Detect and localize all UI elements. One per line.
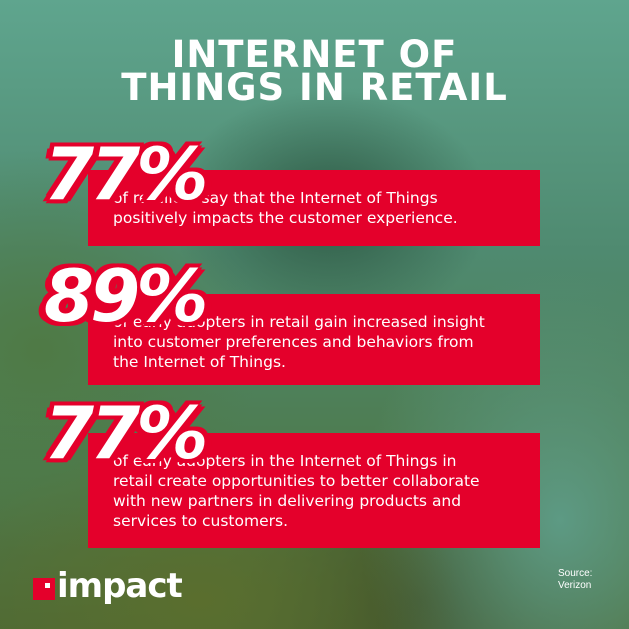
source-note: Source: Verizon [558, 568, 592, 592]
logo-mark-icon [33, 578, 55, 600]
title-line-1: INTERNET OF [171, 33, 458, 76]
stat-box: of early adopters in the Internet of Thi… [88, 433, 540, 548]
stat-value: 89% [44, 254, 208, 338]
stat-text-line: with new partners in delivering products… [113, 492, 462, 510]
logo-text: impact [57, 566, 183, 606]
source-name: Verizon [558, 580, 592, 591]
stat-box: of retailers say that the Internet of Th… [88, 170, 540, 246]
stat-text-line: the Internet of Things. [113, 353, 286, 371]
stat-text-line: of retailers say that the Internet of Th… [113, 189, 438, 207]
stat-text-line: of early adopters in retail gain increas… [113, 313, 485, 331]
impact-logo: impact [33, 566, 183, 606]
stat-text-line: positively impacts the customer experien… [113, 209, 458, 227]
stat-text-line: into customer preferences and behaviors … [113, 333, 474, 351]
stat-box: of early adopters in retail gain increas… [88, 294, 540, 385]
stat-text-line: retail create opportunities to better co… [113, 472, 480, 490]
stat-value: 77% [44, 391, 208, 475]
title-line-2: THINGS IN RETAIL [121, 66, 508, 109]
source-label: Source: [558, 568, 593, 579]
stat-value: 77% [44, 132, 208, 216]
stat-text-line: of early adopters in the Internet of Thi… [113, 452, 457, 470]
stat-text-line: services to customers. [113, 512, 289, 530]
page-title: INTERNET OF THINGS IN RETAIL [0, 33, 629, 109]
